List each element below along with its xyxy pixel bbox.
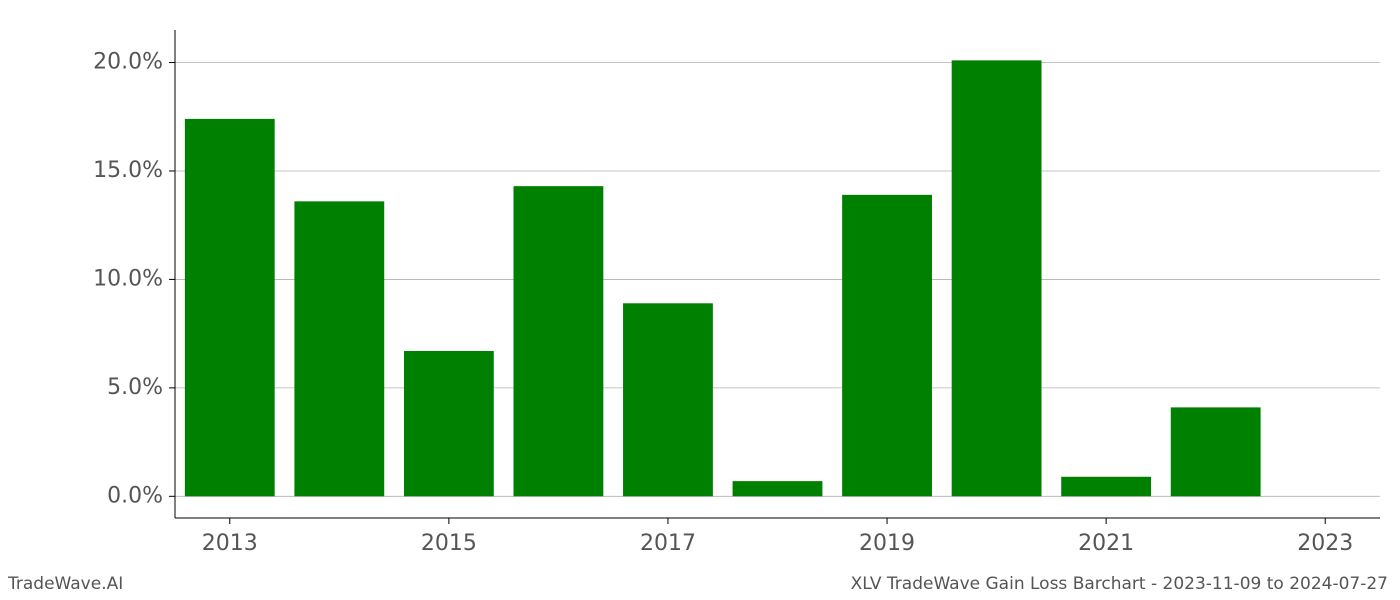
y-tick-label: 20.0% [93, 50, 163, 75]
bar [1061, 477, 1151, 497]
footer-right-text: XLV TradeWave Gain Loss Barchart - 2023-… [851, 574, 1388, 594]
bar [733, 481, 823, 496]
x-tick-label: 2019 [859, 531, 915, 556]
bar [404, 351, 494, 496]
bar [842, 195, 932, 496]
bar [185, 119, 275, 496]
x-tick-label: 2013 [202, 531, 258, 556]
bar [952, 60, 1042, 496]
x-tick-label: 2023 [1297, 531, 1353, 556]
bar [623, 303, 713, 496]
bar [1171, 407, 1261, 496]
bar-chart: 0.0% 5.0% 10.0% 15.0% 20.0% 2013 2015 2017 2019 2… [0, 0, 1400, 600]
y-tick-label: 10.0% [93, 266, 163, 291]
bar [513, 186, 603, 496]
bar [294, 201, 384, 496]
x-tick-label: 2015 [421, 531, 477, 556]
y-tick-label: 0.0% [107, 483, 163, 508]
x-tick-label: 2021 [1078, 531, 1134, 556]
footer-left-text: TradeWave.AI [8, 574, 123, 594]
y-tick-label: 5.0% [107, 375, 163, 400]
x-tick-label: 2017 [640, 531, 696, 556]
y-tick-label: 15.0% [93, 158, 163, 183]
chart-container: 0.0% 5.0% 10.0% 15.0% 20.0% 2013 2015 2017 2019 2… [0, 0, 1400, 600]
